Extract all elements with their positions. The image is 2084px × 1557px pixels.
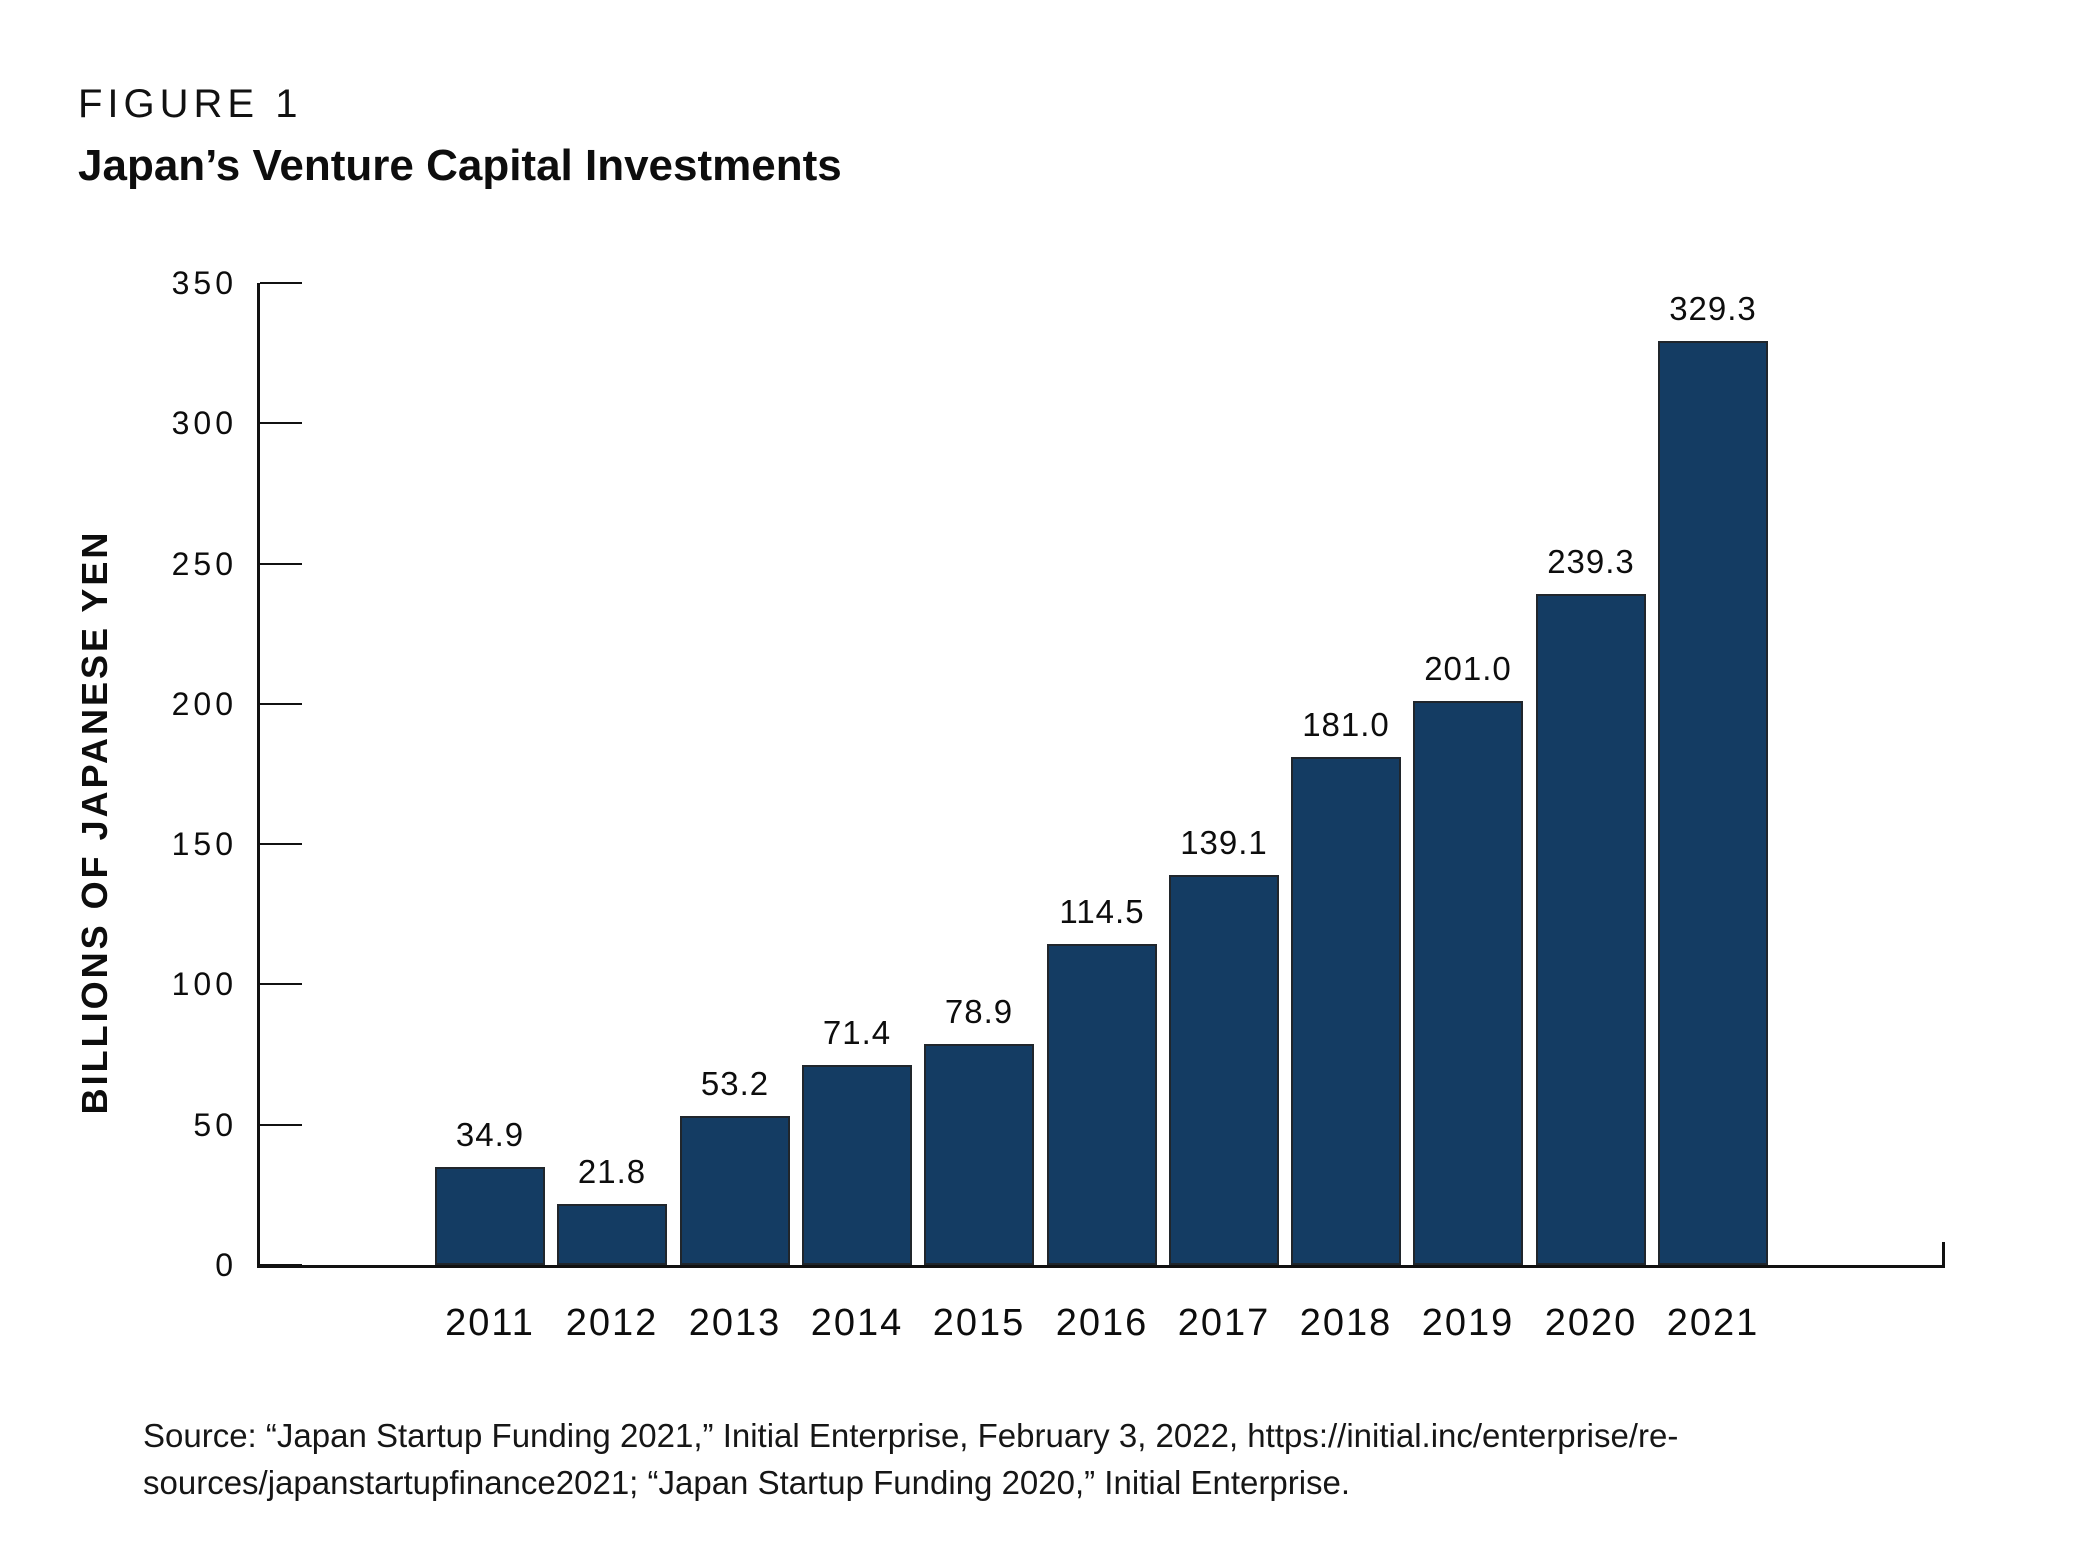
y-tick: [260, 702, 302, 705]
y-tick-label: 200: [171, 685, 237, 722]
bar-value-label: 181.0: [1302, 706, 1390, 743]
x-tick-label: 2018: [1299, 1302, 1393, 1344]
y-tick: [260, 562, 302, 565]
bar-value-label: 53.2: [700, 1065, 770, 1102]
y-tick: [260, 843, 302, 846]
figure-number-label: FIGURE 1: [78, 82, 303, 126]
source-note-line: Source: “Japan Startup Funding 2021,” In…: [143, 1417, 1679, 1454]
y-axis-title: BILLIONS OF JAPANESE YEN: [74, 529, 115, 1115]
x-tick-label: 2017: [1177, 1302, 1271, 1344]
x-tick-label: 2021: [1666, 1302, 1760, 1344]
bar-2020: [1536, 594, 1646, 1265]
y-tick-label: 300: [171, 405, 237, 442]
bar-2014: [802, 1065, 912, 1265]
bar-2011: [435, 1167, 545, 1265]
x-tick-label: 2016: [1055, 1302, 1149, 1344]
bar-2019: [1413, 701, 1523, 1265]
y-tick: [260, 1264, 302, 1266]
y-tick-label: 150: [171, 826, 237, 863]
bar-2021: [1658, 341, 1768, 1265]
y-axis-line: [257, 283, 260, 1268]
x-tick-label: 2019: [1421, 1302, 1515, 1344]
x-axis-line: [257, 1265, 1945, 1268]
bar-value-label: 78.9: [944, 993, 1014, 1030]
chart-title: Japan’s Venture Capital Investments: [78, 141, 842, 190]
bar-value-label: 71.4: [822, 1014, 892, 1051]
x-tick-label: 2020: [1544, 1302, 1638, 1344]
x-tick-label: 2015: [932, 1302, 1026, 1344]
y-tick: [260, 422, 302, 425]
bar-value-label: 201.0: [1424, 650, 1512, 687]
bar-value-label: 139.1: [1180, 824, 1268, 861]
x-tick-label: 2012: [565, 1302, 659, 1344]
bar-value-label: 239.3: [1547, 543, 1635, 580]
bar-value-label: 34.9: [455, 1116, 525, 1153]
bar-2012: [557, 1204, 667, 1265]
y-tick-label: 50: [193, 1106, 237, 1143]
bar-2016: [1047, 944, 1157, 1265]
bar-2017: [1169, 875, 1279, 1265]
y-tick: [260, 1123, 302, 1126]
x-axis-end-tick: [1942, 1242, 1945, 1265]
bar-value-label: 329.3: [1669, 290, 1757, 327]
y-tick: [260, 282, 302, 284]
bar-2013: [680, 1116, 790, 1265]
y-tick: [260, 983, 302, 986]
x-tick-label: 2014: [810, 1302, 904, 1344]
bar-value-label: 21.8: [577, 1153, 647, 1190]
y-tick-label: 0: [215, 1247, 237, 1283]
source-note-line: sources/japanstartupfinance2021; “Japan …: [143, 1464, 1351, 1501]
x-tick-label: 2011: [445, 1302, 535, 1344]
x-tick-label: 2013: [688, 1302, 782, 1344]
y-tick-label: 250: [171, 545, 237, 582]
y-tick-label: 350: [171, 265, 237, 301]
bar-value-label: 114.5: [1059, 893, 1145, 930]
bar-2015: [924, 1044, 1034, 1265]
source-note: Source: “Japan Startup Funding 2021,” In…: [143, 1412, 1963, 1506]
y-tick-label: 100: [171, 966, 237, 1003]
bar-2018: [1291, 757, 1401, 1265]
